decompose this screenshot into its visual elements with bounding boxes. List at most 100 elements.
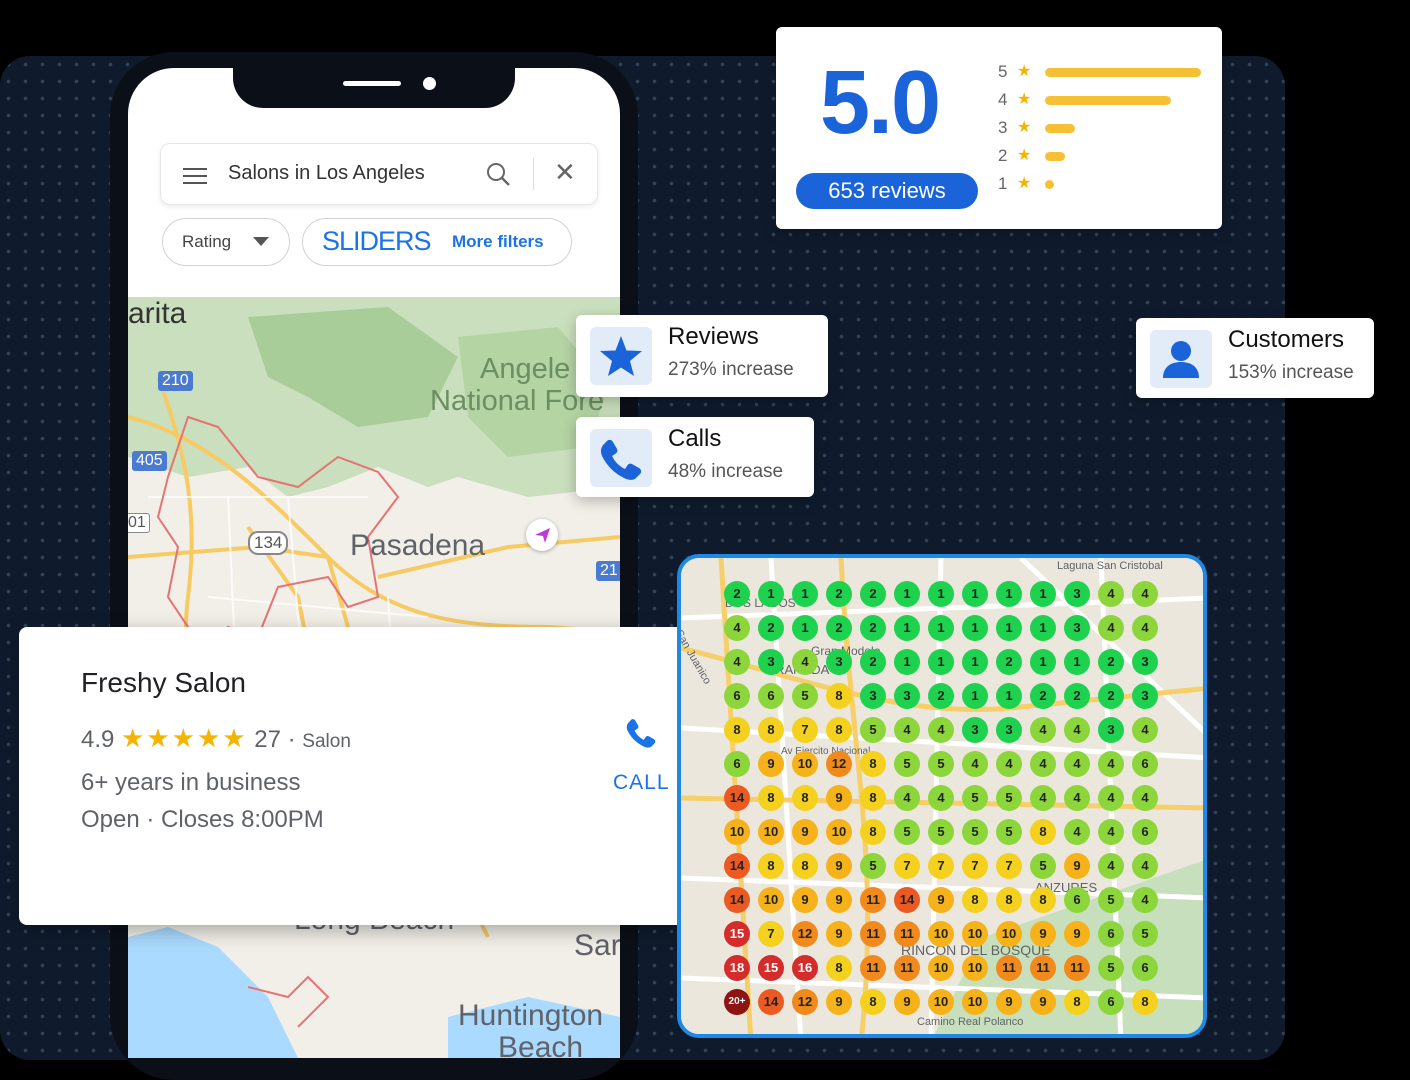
search-bar[interactable]: Salons in Los Angeles ✕ xyxy=(160,143,598,205)
highway-shield-21: 21 xyxy=(596,561,620,581)
star-icon xyxy=(590,327,652,385)
heatmap-rank-dot: 1 xyxy=(962,649,988,675)
stat-title: Customers xyxy=(1228,326,1345,353)
heatmap-rank-dot: 2 xyxy=(996,649,1022,675)
heatmap-rank-dot: 4 xyxy=(792,649,818,675)
heatmap-rank-dot: 7 xyxy=(894,853,920,879)
heatmap-rank-dot: 2 xyxy=(860,649,886,675)
heatmap-rank-dot: 9 xyxy=(792,819,818,845)
search-divider xyxy=(533,158,534,190)
heatmap-rank-dot: 7 xyxy=(928,853,954,879)
heatmap-rank-dot: 5 xyxy=(962,819,988,845)
heatmap-rank-dot: 2 xyxy=(1098,649,1124,675)
heatmap-rank-dot: 9 xyxy=(758,751,784,777)
customers-stat-card: Customers 153% increase xyxy=(1136,318,1374,398)
highway-shield-210: 210 xyxy=(158,371,193,391)
heatmap-rank-dot: 14 xyxy=(894,887,920,913)
star-rating-icon: ★★★★★ xyxy=(121,723,248,753)
rating-star-level: 3 xyxy=(998,118,1008,137)
heatmap-rank-dot: 6 xyxy=(724,683,750,709)
heatmap-rank-dot: 1 xyxy=(928,615,954,641)
heatmap-rank-dot: 15 xyxy=(758,955,784,981)
business-listing-card[interactable]: Freshy Salon 4.9 ★★★★★ 27 · Salon 6+ yea… xyxy=(19,627,684,925)
heatmap-rank-dot: 3 xyxy=(894,683,920,709)
heatmap-rank-dot: 10 xyxy=(928,989,954,1015)
stat-description: 48% increase xyxy=(668,461,784,482)
heatmap-rank-dot: 3 xyxy=(996,717,1022,743)
heatmap-rank-dot: 5 xyxy=(860,717,886,743)
stat-title: Reviews xyxy=(668,323,759,350)
heatmap-rank-dot: 5 xyxy=(928,819,954,845)
heatmap-rank-dot: 5 xyxy=(928,751,954,777)
heatmap-rank-dot: 4 xyxy=(1132,615,1158,641)
heatmap-rank-dot: 8 xyxy=(860,785,886,811)
heatmap-rank-dot: 6 xyxy=(1098,989,1124,1015)
heatmap-rank-dot: 8 xyxy=(758,853,784,879)
rating-bar xyxy=(1045,124,1075,133)
heatmap-rank-dot: 3 xyxy=(1064,581,1090,607)
heatmap-rank-dot: 3 xyxy=(860,683,886,709)
heatmap-rank-dot: 5 xyxy=(1030,853,1056,879)
heatmap-rank-dot: 11 xyxy=(894,955,920,981)
heatmap-rank-dot: 9 xyxy=(1030,989,1056,1015)
heatmap-rank-dot: 4 xyxy=(1098,819,1124,845)
star-icon: ★ xyxy=(1017,147,1032,164)
heatmap-rank-dot: 14 xyxy=(724,785,750,811)
heatmap-rank-dot: 8 xyxy=(1132,989,1158,1015)
business-rating-value: 4.9 xyxy=(81,726,115,753)
heatmap-rank-dot: 6 xyxy=(1132,751,1158,777)
search-input[interactable]: Salons in Los Angeles xyxy=(228,162,425,184)
heatmap-rank-dot: 10 xyxy=(724,819,750,845)
call-phone-icon[interactable] xyxy=(619,710,663,754)
heatmap-rank-dot: 1 xyxy=(962,581,988,607)
heatmap-rank-dot: 3 xyxy=(758,649,784,675)
heatmap-rank-dot: 3 xyxy=(1098,717,1124,743)
heatmap-rank-dot: 2 xyxy=(928,683,954,709)
heatmap-rank-dot: 1 xyxy=(894,649,920,675)
reviews-count-badge[interactable]: 653 reviews xyxy=(796,173,978,209)
heatmap-rank-dot: 6 xyxy=(724,751,750,777)
heatmap-rank-dot: 5 xyxy=(1098,887,1124,913)
phone-speaker xyxy=(343,81,401,86)
heatmap-rank-dot: 9 xyxy=(894,989,920,1015)
rating-bar xyxy=(1045,96,1171,105)
rating-star-level: 1 xyxy=(998,174,1008,193)
heatmap-rank-dot: 4 xyxy=(996,751,1022,777)
heatmap-rank-dot: 10 xyxy=(962,921,988,947)
call-button[interactable]: CALL xyxy=(613,771,670,794)
heatmap-rank-dot: 2 xyxy=(1030,683,1056,709)
heatmap-rank-dot: 4 xyxy=(894,717,920,743)
rating-filter-chip[interactable]: Rating xyxy=(162,218,290,266)
rating-star-level: 4 xyxy=(998,90,1008,109)
heatmap-rank-dot: 1 xyxy=(928,581,954,607)
heatmap-rank-dot: 5 xyxy=(1132,921,1158,947)
more-filters-chip[interactable]: SLIDERS More filters xyxy=(302,218,572,266)
heatmap-rank-dot: 3 xyxy=(1132,649,1158,675)
search-icon[interactable] xyxy=(485,161,511,187)
rank-heatmap-card: Laguna San Cristobal DOS LAGOS San Juani… xyxy=(677,554,1207,1038)
location-arrow-icon[interactable] xyxy=(526,519,558,551)
heatmap-rank-dot: 4 xyxy=(1098,785,1124,811)
close-icon[interactable]: ✕ xyxy=(554,157,576,187)
phone-icon xyxy=(590,429,652,487)
heatmap-rank-dot: 9 xyxy=(826,887,852,913)
heatmap-rank-dot: 10 xyxy=(928,921,954,947)
business-name[interactable]: Freshy Salon xyxy=(81,667,246,698)
heatmap-rank-dot: 2 xyxy=(860,615,886,641)
menu-icon[interactable] xyxy=(183,168,207,189)
heatmap-rank-dot: 4 xyxy=(1132,887,1158,913)
heatmap-rank-dot: 8 xyxy=(860,989,886,1015)
heatmap-rank-dot: 4 xyxy=(962,751,988,777)
heatmap-rank-dot: 9 xyxy=(826,853,852,879)
heatmap-rank-dot: 4 xyxy=(1132,785,1158,811)
heatmap-rank-dot: 1 xyxy=(792,581,818,607)
heatmap-map-label: Camino Real Polanco xyxy=(917,1016,1024,1028)
map-label-santa: Sar xyxy=(574,929,620,962)
heatmap-rank-dot: 4 xyxy=(1098,853,1124,879)
business-years: 6+ years in business xyxy=(81,769,301,796)
heatmap-rank-dot: 10 xyxy=(996,921,1022,947)
heatmap-rank-dot: 11 xyxy=(996,955,1022,981)
phone-camera xyxy=(423,77,436,90)
map-label-beach: Beach xyxy=(498,1031,584,1058)
heatmap-rank-dot: 14 xyxy=(758,989,784,1015)
